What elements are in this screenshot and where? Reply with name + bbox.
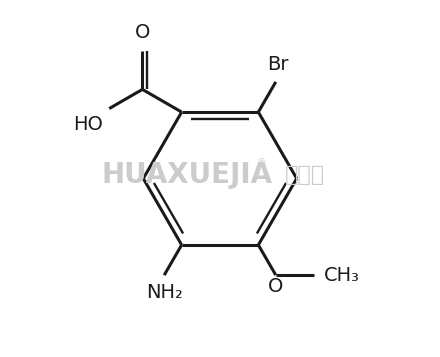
Text: CH₃: CH₃ (324, 266, 360, 285)
Text: HUAXUEJIA: HUAXUEJIA (102, 161, 272, 189)
Text: Br: Br (267, 55, 288, 74)
Text: O: O (135, 23, 150, 42)
Text: HO: HO (73, 115, 103, 134)
Text: 化学加: 化学加 (285, 165, 325, 185)
Text: O: O (268, 277, 283, 296)
Text: ®: ® (257, 158, 266, 168)
Text: NH₂: NH₂ (146, 283, 183, 302)
